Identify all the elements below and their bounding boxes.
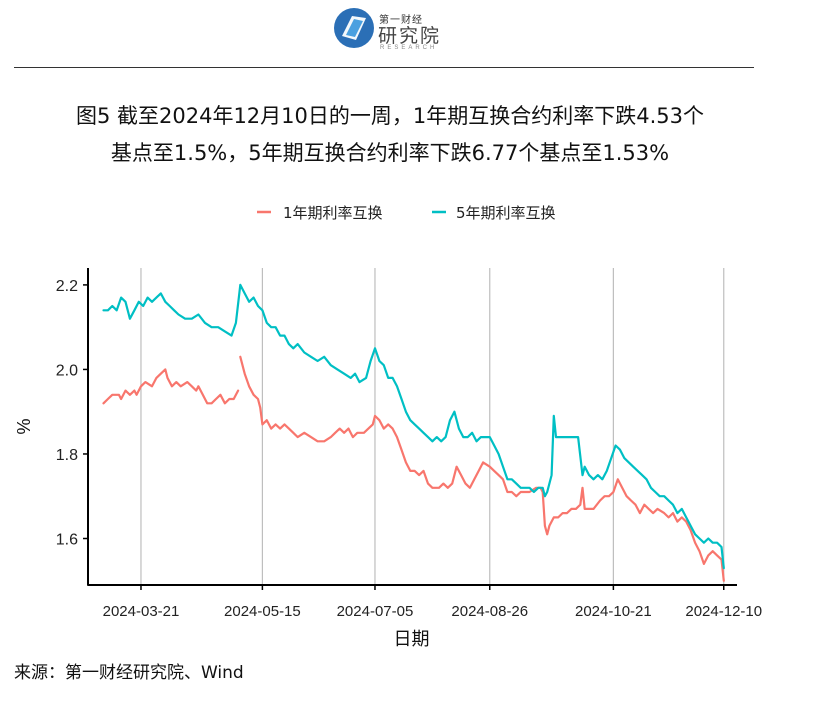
y-tick-label-0: 1.6 [56, 532, 78, 549]
header-divider [14, 67, 754, 68]
legend-label-1: 1年期利率互换 [283, 204, 383, 222]
logo-sub-text: RESEARCH [380, 45, 438, 51]
x-tick-label-3: 2024-08-26 [451, 603, 528, 620]
x-tick-label-0: 2024-03-21 [103, 603, 180, 620]
x-tick-label-4: 2024-10-21 [575, 603, 652, 620]
logo-top-text: 第一财经 [379, 15, 423, 26]
line-chart: 1.6 1.8 2.0 2.2 2024-03-21 2024-05-15 2024-07-… [14, 204, 762, 650]
figure-title-line-1: 图5 截至2024年12月10日的一周，1年期互换合约利率下跌4.53个 [75, 104, 705, 128]
legend-label-2: 5年期利率互换 [456, 204, 556, 222]
figure-title: 图5 截至2024年12月10日的一周，1年期互换合约利率下跌4.53个 基点至… [0, 98, 780, 172]
y-tick-label-1: 1.8 [56, 447, 78, 464]
series-line-1-segment-1 [102, 368, 240, 405]
series-line-2-segment-1 [102, 283, 725, 570]
y-axis-title: % [14, 418, 34, 434]
source-note: 来源：第一财经研究院、Wind [14, 663, 244, 683]
y-tick-label-3: 2.2 [56, 278, 78, 295]
figure-title-line-2: 基点至1.5%，5年期互换合约利率下跌6.77个基点至1.53% [110, 141, 670, 165]
series-line-1-segment-2 [239, 355, 725, 582]
x-axis-title: 日期 [394, 629, 430, 650]
logo-icon [334, 8, 374, 48]
y-tick-label-2: 2.0 [56, 362, 78, 379]
x-tick-label-1: 2024-05-15 [224, 603, 301, 620]
x-tick-label-5: 2024-12-10 [685, 603, 762, 620]
x-tick-label-2: 2024-07-05 [337, 603, 414, 620]
logo-main-text: 研究院 [378, 25, 442, 47]
